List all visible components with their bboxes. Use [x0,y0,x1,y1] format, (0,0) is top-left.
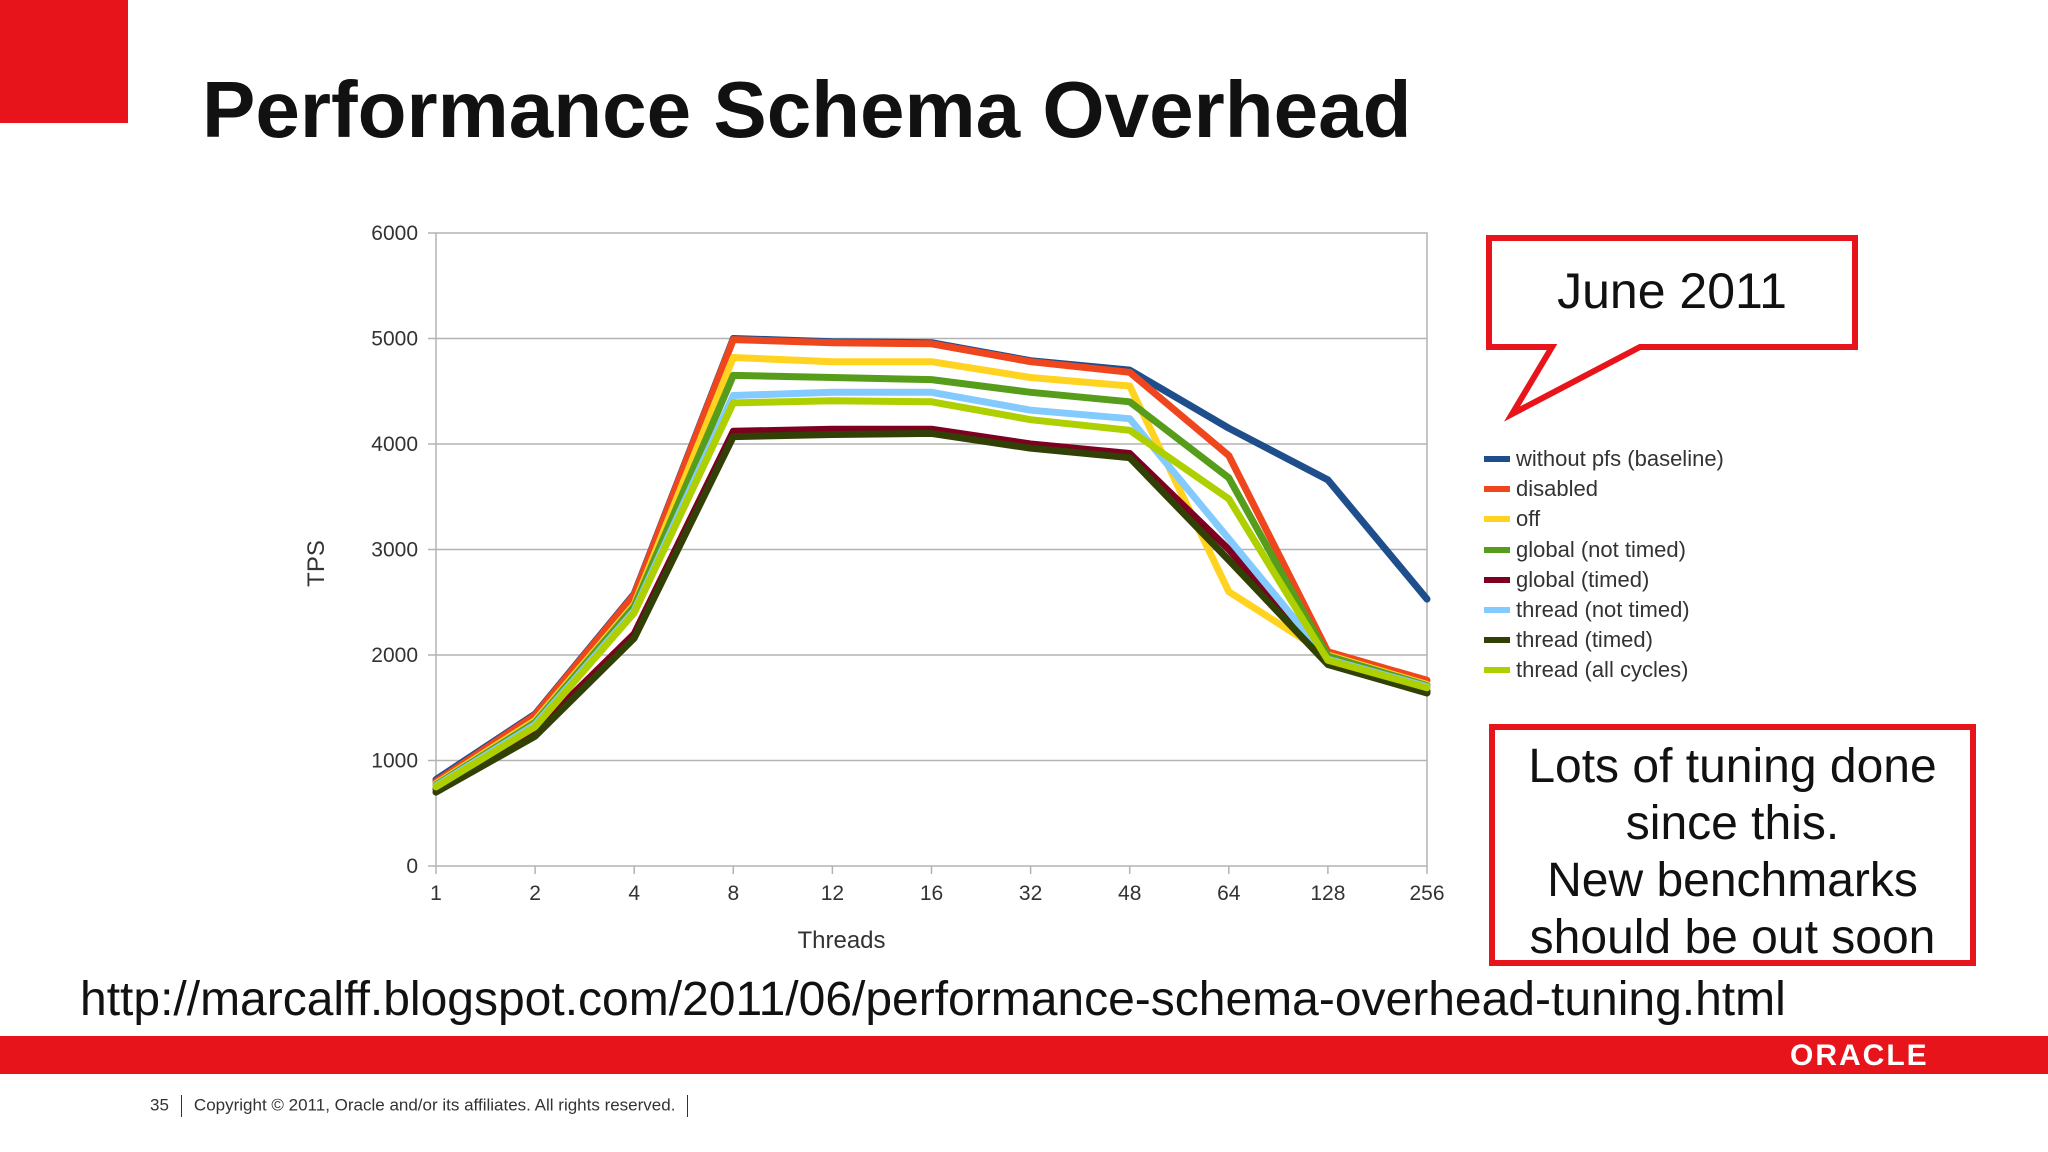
y-tick-label: 3000 [371,539,418,562]
legend-swatch [1484,637,1510,644]
y-tick-label: 5000 [371,328,418,351]
y-tick-label: 6000 [371,222,418,245]
legend-item-4: global (not timed) [1484,535,1724,565]
legend-label: global (not timed) [1516,536,1686,562]
legend-swatch [1484,667,1510,674]
footer-red-bar [0,1036,2048,1074]
legend-label: disabled [1516,476,1598,502]
legend-swatch [1484,456,1510,463]
legend-label: thread (timed) [1516,627,1653,653]
y-tick-label: 0 [406,855,418,878]
callout-date-label: June 2011 [1557,263,1787,319]
y-axis-label: TPS [303,540,330,587]
y-tick-label: 4000 [371,433,418,456]
june-callout-outline [1486,235,1858,422]
legend-swatch [1484,607,1510,614]
legend-swatch [1484,516,1510,523]
series-line-7 [432,429,1431,796]
series-line-2 [432,336,1431,786]
legend-label: off [1516,506,1541,532]
copyright-text: Copyright © 2011, Oracle and/or its affi… [193,1095,676,1115]
x-tick-label: 32 [1019,882,1042,905]
x-tick-label: 48 [1118,882,1141,905]
legend-item-2: disabled [1484,474,1724,504]
x-tick-label: 128 [1310,882,1345,905]
legend-swatch [1484,486,1510,493]
x-tick-label: 12 [821,882,844,905]
legend-item-6: thread (not timed) [1484,595,1724,625]
x-tick-label: 1 [430,882,442,905]
legend-item-3: off [1484,504,1724,534]
footer-divider [180,1095,182,1117]
series-line-8 [432,397,1431,791]
tuning-note-box: Lots of tuning done since this. New benc… [1489,724,1976,966]
source-url[interactable]: http://marcalff.blogspot.com/2011/06/per… [80,973,1786,1026]
legend-item-8: thread (all cycles) [1484,655,1724,685]
legend-item-7: thread (timed) [1484,625,1724,655]
oracle-logo: ORACLE [1790,1039,1929,1072]
footer-divider-end [687,1095,689,1117]
legend-swatch [1484,546,1510,553]
legend-item-1: without pfs (baseline) [1484,444,1724,474]
legend-label: without pfs (baseline) [1516,446,1724,472]
footer: 35 Copyright © 2011, Oracle and/or its af… [150,1095,700,1117]
legend-label: thread (not timed) [1516,597,1690,623]
x-axis-label: Threads [797,927,885,954]
y-tick-label: 1000 [371,750,418,773]
legend-swatch [1484,576,1510,583]
x-tick-label: 64 [1217,882,1241,905]
legend-label: global (timed) [1516,566,1650,592]
page-title: Performance Schema Overhead [202,65,1412,138]
page-number: 35 [150,1095,169,1115]
brand-red-square [0,0,128,123]
legend-label: thread (all cycles) [1516,657,1689,683]
legend-item-5: global (timed) [1484,565,1724,595]
x-tick-label: 256 [1409,882,1444,905]
chart-legend: without pfs (baseline) disabled off global … [1484,444,1724,686]
x-tick-label: 2 [529,882,541,905]
x-tick-label: 16 [920,882,943,905]
x-tick-label: 4 [628,882,640,905]
y-tick-label: 2000 [371,644,418,667]
x-tick-label: 8 [727,882,739,905]
